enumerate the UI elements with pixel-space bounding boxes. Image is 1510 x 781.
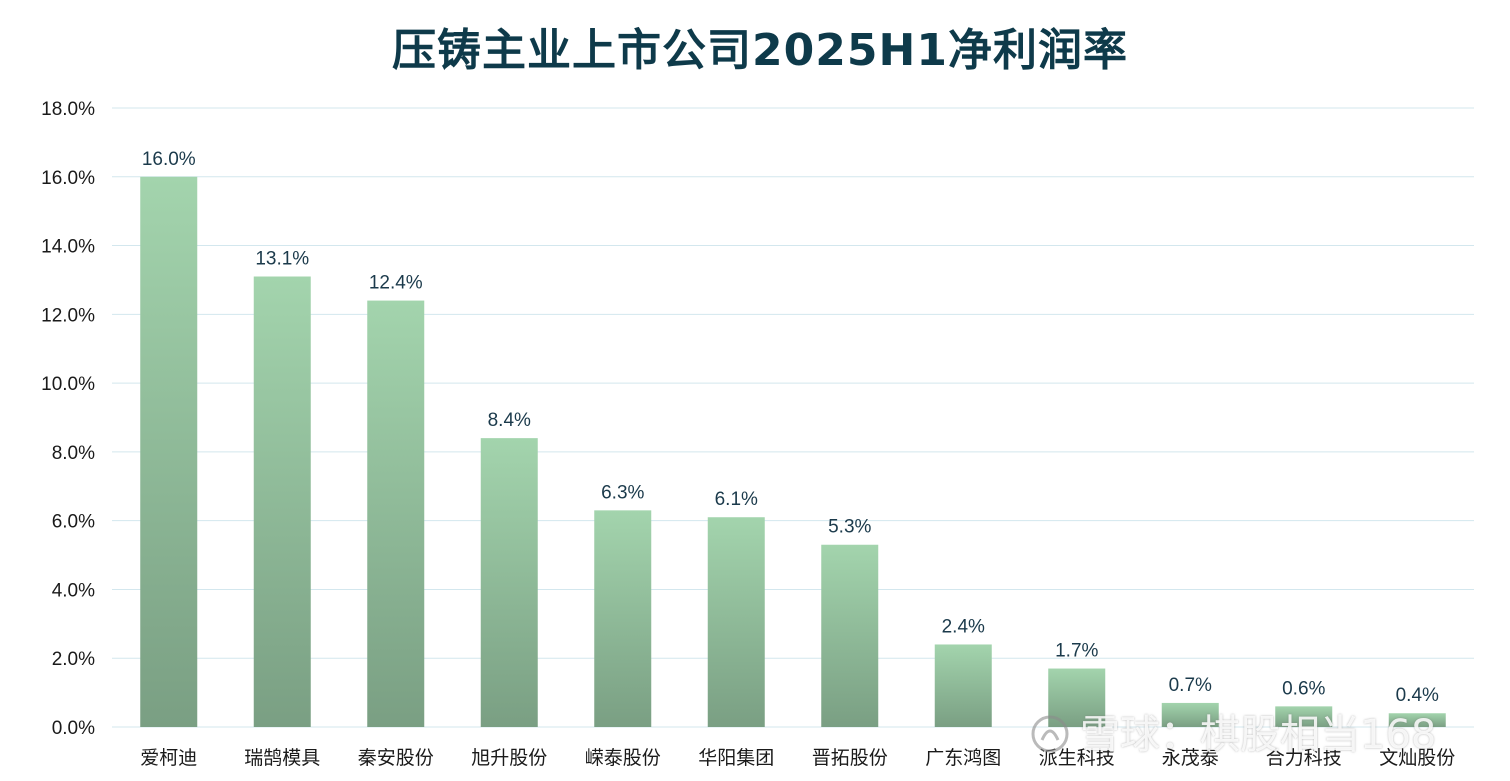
y-tick-label: 10.0% xyxy=(41,374,95,395)
y-tick-label: 6.0% xyxy=(52,512,95,533)
y-tick-label: 18.0% xyxy=(41,99,95,120)
bar xyxy=(821,544,879,727)
data-label: 16.0% xyxy=(142,149,196,170)
data-label: 6.1% xyxy=(715,489,758,510)
bar xyxy=(707,517,765,727)
category-label: 秦安股份 xyxy=(358,747,434,769)
bar xyxy=(480,438,538,727)
bar xyxy=(140,176,198,727)
y-tick-label: 16.0% xyxy=(41,168,95,189)
data-label: 2.4% xyxy=(942,616,985,637)
data-label: 5.3% xyxy=(828,517,871,538)
bar xyxy=(367,300,425,727)
data-label: 13.1% xyxy=(255,249,309,270)
category-label: 瑞鹄模具 xyxy=(244,747,320,769)
y-tick-label: 14.0% xyxy=(41,237,95,258)
chart-title: 压铸主业上市公司2025H1净利润率 xyxy=(392,25,1128,76)
data-labels: 16.0% 13.1% 12.4% 8.4% 6.3% 6.1% 5.3% 2.4% 1.7% 0… xyxy=(142,149,1439,706)
y-tick-label: 2.0% xyxy=(52,649,95,670)
y-tick-label: 4.0% xyxy=(52,580,95,601)
y-tick-label: 12.0% xyxy=(41,305,95,326)
data-label: 12.4% xyxy=(369,273,423,294)
bar xyxy=(1388,713,1446,727)
watermark: 雪球：棋股相当168 xyxy=(1030,702,1436,760)
data-label: 1.7% xyxy=(1055,641,1098,662)
bar xyxy=(594,510,652,727)
category-label: 广东鸿图 xyxy=(925,747,1001,769)
category-label: 永茂泰 xyxy=(1162,747,1219,769)
category-label: 晋拓股份 xyxy=(812,747,888,769)
data-label: 0.7% xyxy=(1169,675,1212,696)
category-label: 嵘泰股份 xyxy=(585,747,661,769)
x-axis-category-labels: 爱柯迪 瑞鹄模具 秦安股份 旭升股份 嵘泰股份 华阳集团 晋拓股份 广东鸿图 派生科技 永茂泰 合力… xyxy=(140,747,1455,769)
bar xyxy=(934,644,992,727)
y-axis-tick-labels: 0.0% 2.0% 4.0% 6.0% 8.0% 10.0% 12.0% 14.0% 16.0%… xyxy=(41,99,95,739)
category-label: 合力科技 xyxy=(1266,747,1342,769)
bar xyxy=(1275,706,1333,727)
category-label: 华阳集团 xyxy=(698,747,774,769)
y-tick-label: 0.0% xyxy=(52,718,95,739)
category-label: 爱柯迪 xyxy=(140,747,197,769)
y-tick-label: 8.0% xyxy=(52,443,95,464)
data-label: 8.4% xyxy=(488,410,531,431)
data-label: 6.3% xyxy=(601,482,644,503)
watermark-text: 雪球：棋股相当168 xyxy=(1080,712,1437,758)
category-label: 文灿股份 xyxy=(1379,747,1455,769)
snowball-logo-icon xyxy=(1031,715,1069,753)
data-label: 0.6% xyxy=(1282,678,1325,699)
bars xyxy=(140,176,1446,727)
bar xyxy=(1161,702,1219,727)
category-label: 旭升股份 xyxy=(471,747,547,769)
bar xyxy=(253,276,311,727)
category-label: 派生科技 xyxy=(1039,747,1115,769)
data-label: 0.4% xyxy=(1396,685,1439,706)
gridlines xyxy=(112,107,1474,728)
